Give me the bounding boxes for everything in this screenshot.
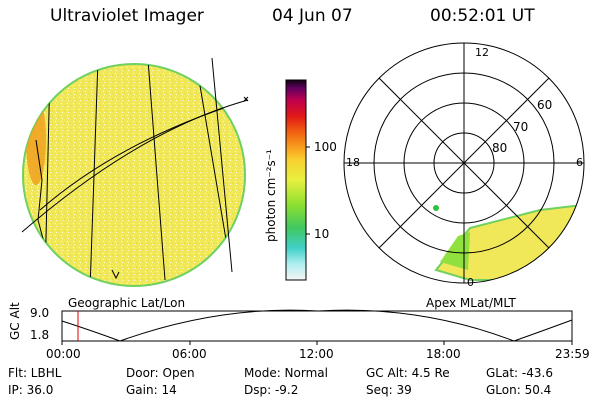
app-title: Ultraviolet Imager	[50, 6, 204, 26]
time-label: 00:52:01 UT	[430, 6, 535, 26]
colorbar-unit-label: photon cm⁻²s⁻¹	[264, 149, 278, 242]
status-ip: IP: 36.0	[8, 383, 54, 397]
status-filter: Flt: LBHL	[8, 366, 62, 380]
mlt-18-label: 18	[346, 156, 360, 169]
mlt-0-label: 0	[467, 276, 474, 289]
status-gc-alt: GC Alt: 4.5 Re	[366, 366, 450, 380]
x-tick-0000: 00:00	[46, 347, 81, 361]
x-tick-1200: 12:00	[299, 347, 334, 361]
status-gain: Gain: 14	[126, 383, 177, 397]
colorbar-tick-100: 100	[314, 140, 337, 154]
status-dsp: Dsp: -9.2	[244, 383, 299, 397]
x-tick-0600: 06:00	[172, 347, 207, 361]
geographic-caption: Geographic Lat/Lon	[68, 296, 186, 310]
status-seq: Seq: 39	[366, 383, 412, 397]
lat-60-label: 60	[537, 98, 553, 112]
polar-plot	[343, 42, 585, 284]
status-glon: GLon: 50.4	[486, 383, 552, 397]
status-mode: Mode: Normal	[244, 366, 328, 380]
mlt-12-label: 12	[475, 46, 489, 59]
altitude-y-top: 9.0	[30, 306, 50, 320]
colorbar-tick-10: 10	[314, 227, 330, 241]
colorbar	[285, 79, 307, 281]
altitude-ylabel: GC Alt	[8, 302, 22, 340]
x-tick-2359: 23:59	[555, 347, 590, 361]
altitude-plot	[61, 309, 573, 345]
altitude-y-bottom: 1.8	[30, 328, 50, 342]
status-glat: GLat: -43.6	[486, 366, 553, 380]
mlt-6-label: 6	[576, 156, 583, 169]
lat-80-label: 80	[492, 141, 508, 155]
status-door: Door: Open	[126, 366, 195, 380]
x-tick-1800: 18:00	[426, 347, 461, 361]
apex-caption: Apex MLat/MLT	[426, 296, 516, 310]
geographic-disk	[21, 57, 249, 287]
date-label: 04 Jun 07	[272, 6, 353, 26]
lat-70-label: 70	[513, 120, 529, 134]
